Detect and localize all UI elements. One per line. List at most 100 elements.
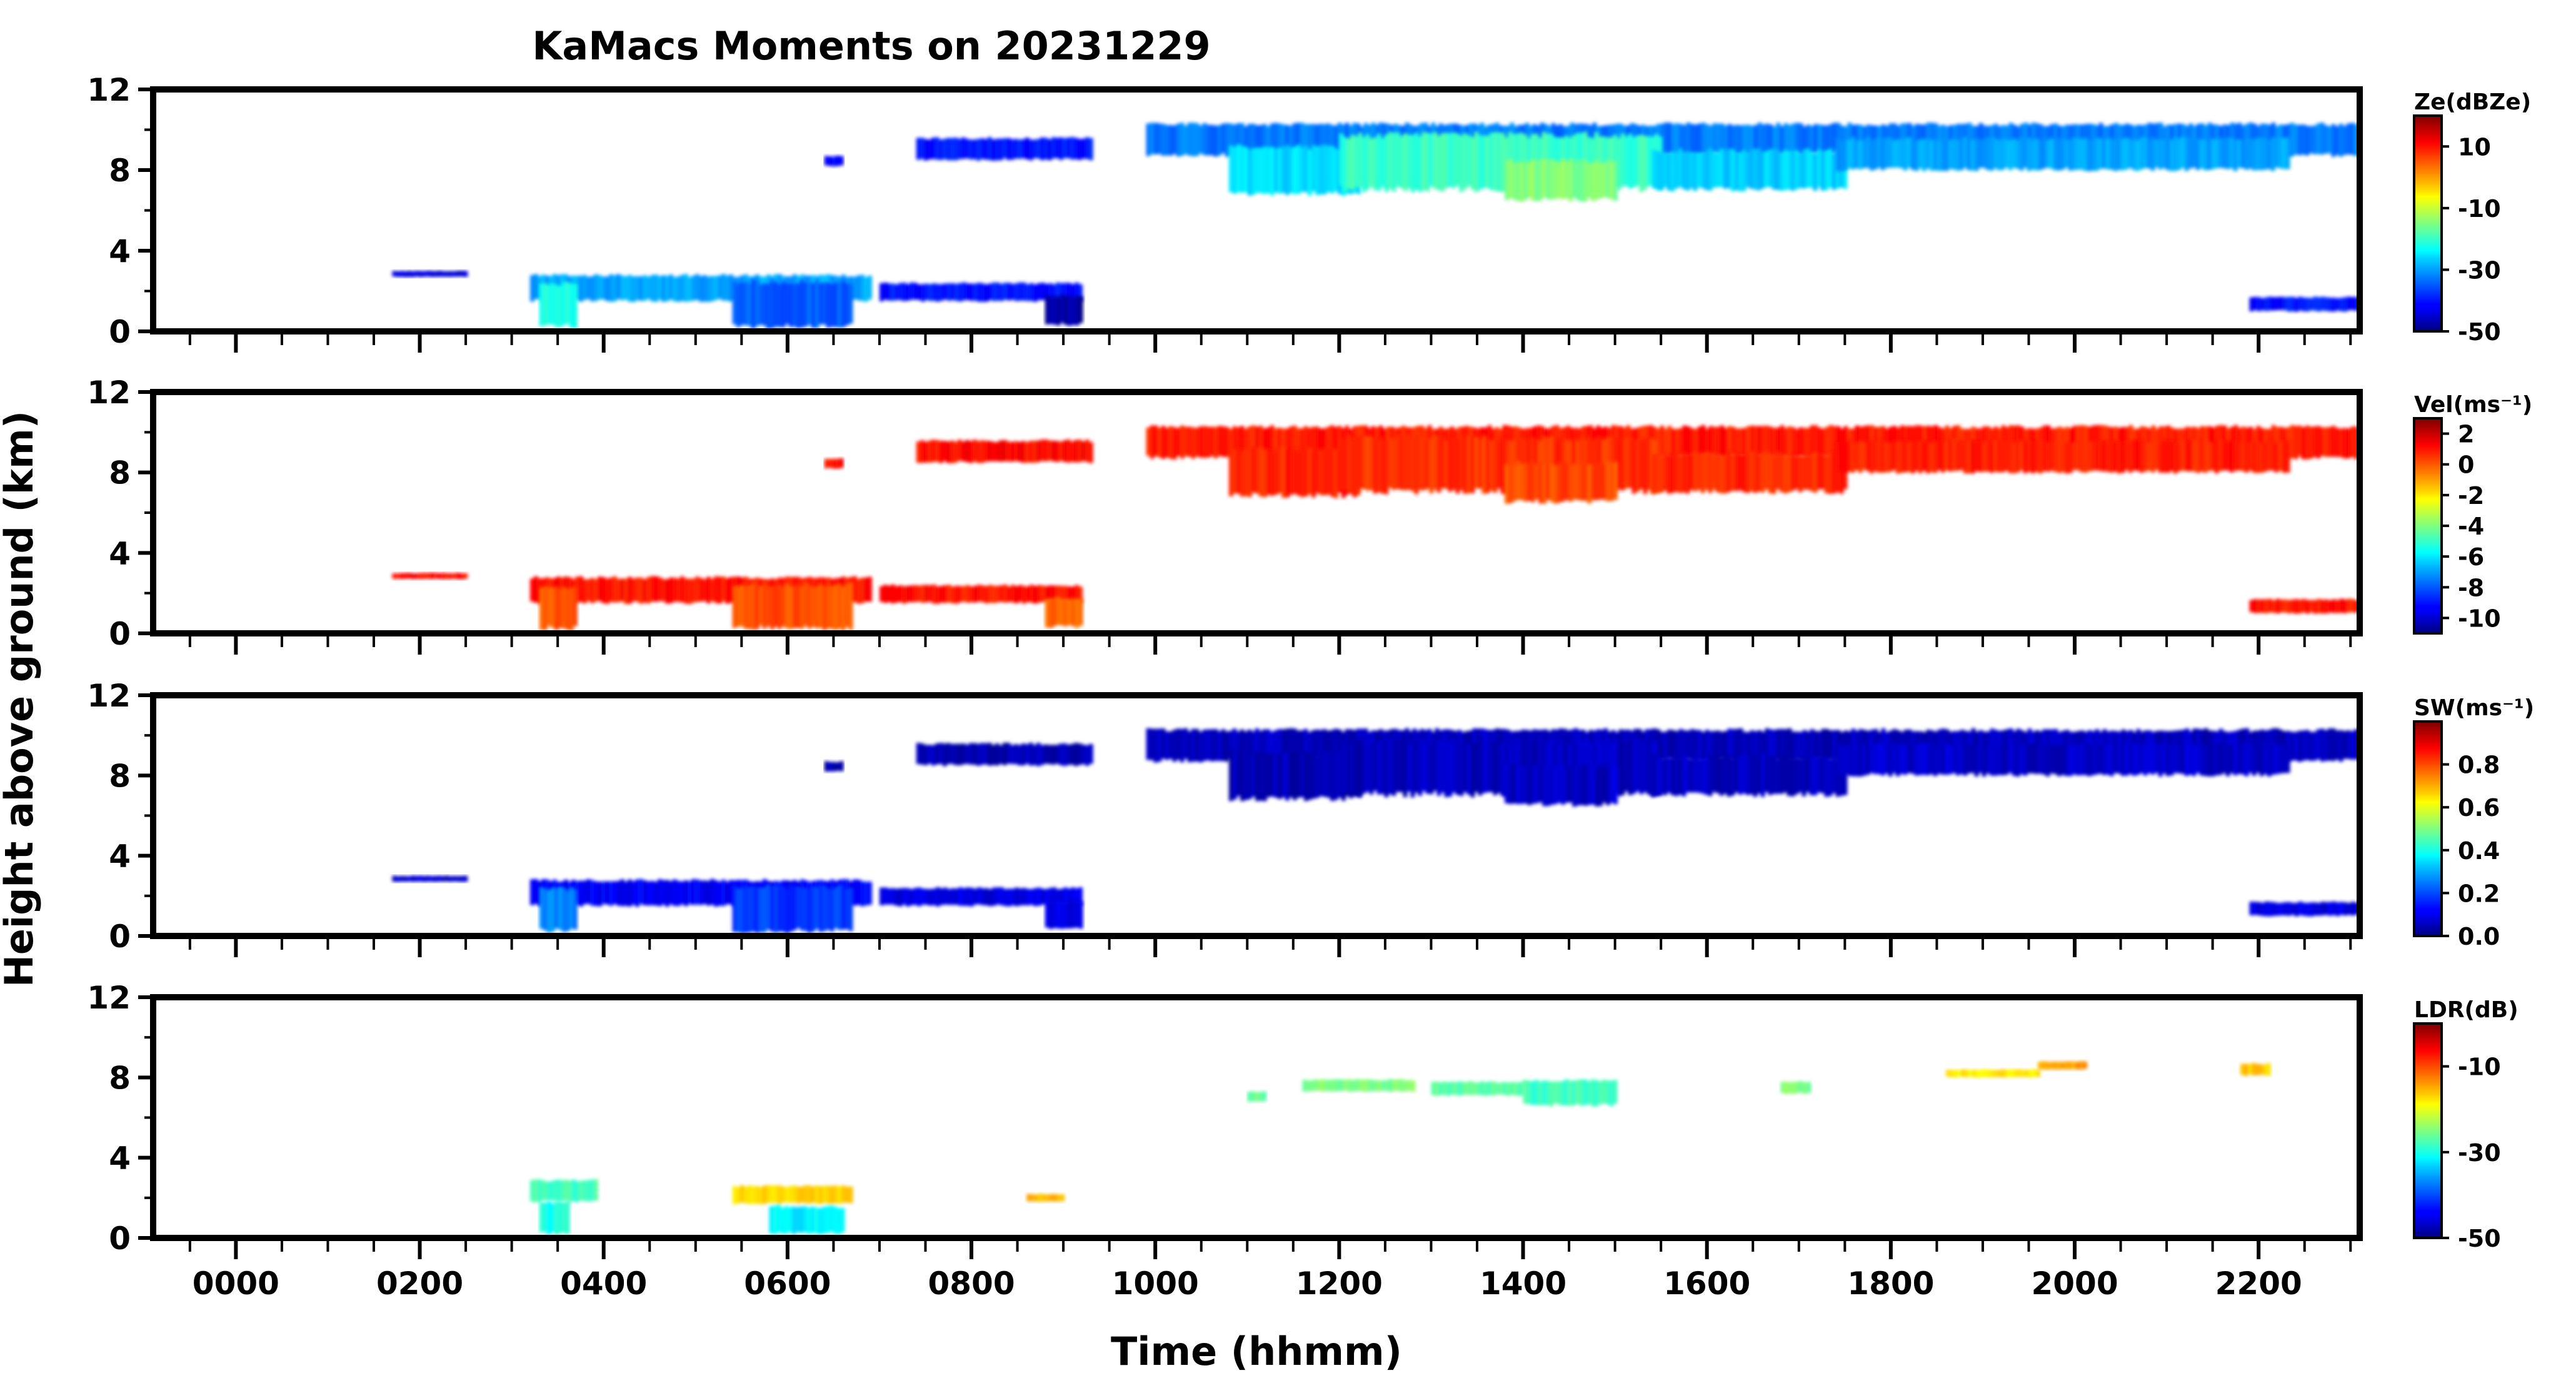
echo-column: [1605, 1080, 1610, 1105]
echo-column: [814, 1207, 819, 1234]
echo-column: [1048, 900, 1053, 929]
echo-column: [1643, 743, 1648, 793]
echo-column: [1690, 428, 1695, 456]
echo-column: [811, 283, 816, 328]
echo-column: [1719, 757, 1724, 796]
echo-column: [1870, 125, 1875, 154]
echo-column: [399, 271, 404, 277]
echo-column: [1255, 426, 1260, 458]
echo-column: [2249, 600, 2254, 612]
echo-column: [2264, 901, 2269, 917]
echo-column: [1993, 743, 1998, 776]
echo-region: [824, 761, 844, 772]
echo-layer-sw: [392, 728, 2360, 934]
echo-column: [1063, 902, 1068, 928]
echo-column: [1674, 754, 1679, 797]
y-tick-label: 8: [109, 1060, 131, 1096]
echo-column: [2353, 426, 2358, 460]
echo-column: [1553, 465, 1558, 504]
echo-column: [2263, 442, 2268, 472]
echo-column: [972, 440, 977, 462]
echo-column: [1317, 1080, 1322, 1091]
echo-column: [1085, 137, 1090, 159]
echo-column: [1835, 758, 1840, 797]
echo-column: [1772, 126, 1777, 154]
echo-column: [1037, 887, 1041, 906]
echo-column: [1944, 140, 1949, 171]
echo-column: [1018, 585, 1023, 602]
echo-column: [913, 283, 918, 300]
echo-column: [2023, 139, 2028, 168]
colorbar-tick-label: 0.0: [2458, 923, 2500, 950]
echo-column: [1399, 740, 1404, 793]
echo-column: [1056, 282, 1060, 301]
echo-column: [1790, 454, 1795, 491]
echo-column: [931, 745, 936, 766]
echo-column: [1598, 163, 1603, 199]
echo-column: [1362, 1079, 1367, 1092]
echo-column: [1978, 139, 1983, 168]
echo-column: [1325, 1080, 1330, 1091]
echo-column: [1296, 144, 1301, 194]
echo-column: [1465, 1082, 1470, 1095]
echo-column: [777, 1185, 782, 1205]
echo-column: [2124, 743, 2129, 776]
echo-column: [1418, 740, 1423, 796]
echo-column: [2169, 440, 2174, 471]
echo-column: [1285, 752, 1290, 801]
echo-column: [1972, 1069, 1977, 1078]
echo-column: [1425, 440, 1430, 489]
echo-column: [2302, 599, 2307, 613]
echo-column: [1850, 443, 1855, 473]
echo-column: [1587, 765, 1592, 805]
echo-column: [2338, 730, 2343, 762]
echo-column: [910, 282, 914, 300]
echo-column: [844, 284, 849, 326]
echo-column: [1727, 426, 1732, 457]
echo-column: [1036, 440, 1041, 462]
echo-column: [1565, 463, 1570, 500]
echo-column: [773, 1185, 778, 1203]
echo-column: [1792, 1082, 1797, 1094]
echo-column: [2243, 1064, 2248, 1076]
echo-column: [1620, 437, 1625, 491]
echo-column: [554, 284, 559, 328]
echo-column: [1922, 440, 1927, 471]
echo-column: [1183, 728, 1188, 759]
colorbar-tick-label: -50: [2458, 1225, 2501, 1252]
echo-column: [546, 586, 551, 626]
echo-column: [1802, 455, 1807, 490]
echo-column: [2331, 426, 2336, 457]
echo-column: [1795, 123, 1800, 154]
echo-column: [835, 458, 840, 469]
echo-column: [2195, 441, 2200, 473]
echo-column: [965, 440, 970, 463]
echo-column: [2210, 743, 2215, 777]
echo-column: [1910, 140, 1915, 170]
echo-column: [2290, 123, 2295, 157]
echo-column: [2008, 123, 2013, 154]
echo-column: [1731, 729, 1736, 762]
echo-column: [1461, 1082, 1466, 1095]
echo-column: [2328, 600, 2333, 613]
echo-column: [616, 578, 621, 603]
echo-column: [1832, 730, 1837, 762]
echo-column: [1930, 123, 1935, 154]
echo-column: [1705, 124, 1710, 155]
echo-column: [1247, 124, 1252, 154]
echo-region: [1045, 294, 1083, 326]
echo-column: [1217, 731, 1222, 762]
echo-column: [803, 581, 808, 626]
echo-column: [1995, 1070, 2000, 1077]
echo-column: [2312, 426, 2317, 458]
echo-column: [1761, 732, 1766, 763]
echo-column: [732, 885, 737, 932]
echo-column: [987, 441, 992, 461]
echo-column: [1813, 757, 1818, 796]
echo-column: [880, 887, 884, 905]
echo-column: [1056, 596, 1061, 625]
echo-column: [1505, 764, 1510, 803]
echo-column: [1690, 729, 1695, 762]
echo-column: [1749, 754, 1754, 795]
echo-column: [1070, 743, 1075, 765]
